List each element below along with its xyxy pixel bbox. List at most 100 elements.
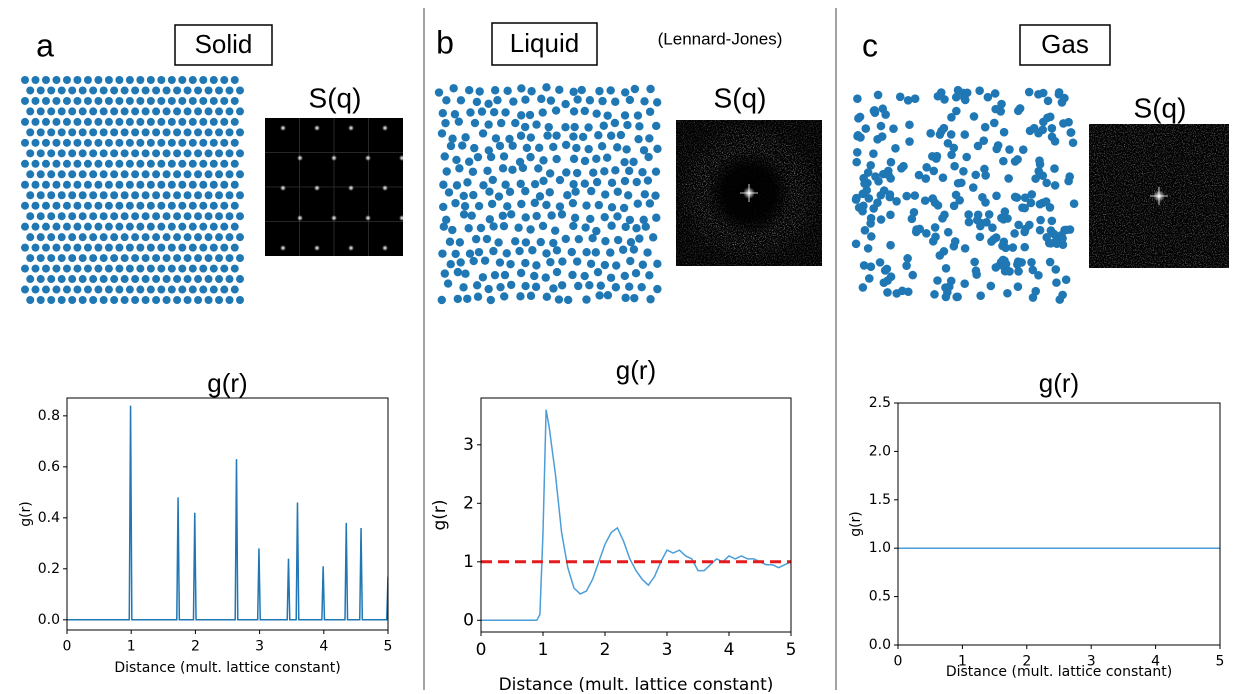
- particle: [480, 256, 490, 265]
- particle: [485, 187, 494, 196]
- particle: [183, 275, 192, 284]
- particle: [1014, 220, 1023, 230]
- particle: [220, 285, 229, 294]
- particle: [589, 168, 598, 177]
- particle: [643, 176, 653, 185]
- particle: [152, 149, 161, 158]
- note: (Lennard-Jones): [658, 29, 783, 48]
- particle: [152, 254, 161, 263]
- y-tick-label: 1.5: [869, 492, 891, 508]
- particle: [152, 170, 161, 179]
- particle: [443, 279, 453, 288]
- particle: [452, 155, 461, 165]
- particle: [183, 107, 192, 116]
- plot-frame: [480, 397, 792, 633]
- particle: [940, 95, 949, 104]
- particle: [110, 128, 119, 137]
- particle: [136, 96, 145, 105]
- particle: [1065, 225, 1075, 234]
- particle: [968, 183, 978, 192]
- particle: [521, 95, 530, 104]
- particle: [157, 264, 166, 273]
- particle: [532, 261, 541, 270]
- particle: [120, 212, 129, 221]
- particle: [83, 243, 92, 252]
- particle: [964, 217, 974, 227]
- sq-title: S(q): [714, 82, 767, 113]
- particle: [975, 86, 984, 95]
- particle: [555, 202, 565, 211]
- particle: [104, 159, 113, 168]
- particle: [94, 76, 103, 84]
- particle: [484, 146, 494, 155]
- particle: [68, 86, 77, 95]
- particle: [1045, 257, 1055, 267]
- particle: [157, 243, 166, 252]
- particle: [852, 157, 861, 167]
- particle: [864, 274, 874, 283]
- particle: [639, 215, 648, 225]
- particle: [549, 238, 558, 248]
- particle: [131, 128, 140, 137]
- particle: [131, 86, 140, 95]
- x-tick-label: 0: [894, 653, 903, 669]
- particle: [606, 273, 616, 282]
- particle: [543, 131, 552, 140]
- particle: [619, 203, 629, 213]
- particle: [125, 222, 134, 231]
- particle: [104, 76, 113, 84]
- particle: [474, 201, 484, 211]
- particle: [885, 190, 895, 199]
- particle: [26, 191, 35, 200]
- g-r-line: [481, 409, 791, 622]
- particle: [591, 248, 601, 257]
- particle: [946, 130, 956, 139]
- particle: [653, 259, 662, 269]
- particle: [453, 294, 462, 304]
- particle: [461, 269, 470, 278]
- particle: [997, 213, 1006, 223]
- particle: [574, 234, 584, 244]
- particle: [204, 128, 213, 137]
- particle: [638, 260, 648, 269]
- particle: [188, 264, 197, 273]
- particle: [960, 279, 969, 288]
- particle: [220, 96, 229, 105]
- particle: [935, 130, 945, 139]
- particle: [157, 201, 166, 210]
- particle: [31, 96, 40, 105]
- particle: [141, 212, 150, 221]
- particle: [446, 141, 456, 151]
- particle: [120, 107, 129, 116]
- particle: [597, 141, 607, 151]
- particle: [534, 164, 543, 173]
- particle: [26, 149, 35, 158]
- particle: [484, 99, 493, 109]
- particle: [188, 222, 197, 231]
- particle: [630, 293, 639, 303]
- particle: [517, 84, 526, 93]
- particle: [78, 296, 87, 304]
- particle: [78, 128, 87, 137]
- particle: [52, 201, 61, 210]
- particle: [582, 295, 591, 304]
- particle: [73, 138, 82, 147]
- particle: [645, 107, 655, 116]
- particle: [78, 275, 87, 284]
- particle: [999, 127, 1009, 137]
- particle: [622, 145, 631, 154]
- particle: [555, 85, 564, 95]
- particle: [188, 180, 197, 189]
- particle: [31, 201, 40, 210]
- particle: [31, 222, 40, 231]
- particle: [516, 292, 525, 301]
- particle: [183, 296, 192, 304]
- particle: [538, 221, 548, 231]
- particle: [477, 107, 487, 116]
- particle: [557, 281, 567, 290]
- particle: [621, 293, 630, 303]
- particle: [31, 76, 40, 84]
- particle: [62, 243, 71, 252]
- particle: [472, 97, 482, 107]
- particle: [1027, 257, 1036, 267]
